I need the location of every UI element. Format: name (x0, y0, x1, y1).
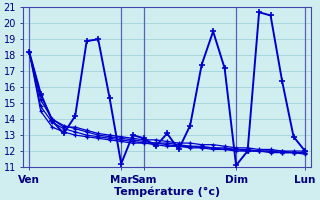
X-axis label: Température (°c): Température (°c) (114, 186, 220, 197)
